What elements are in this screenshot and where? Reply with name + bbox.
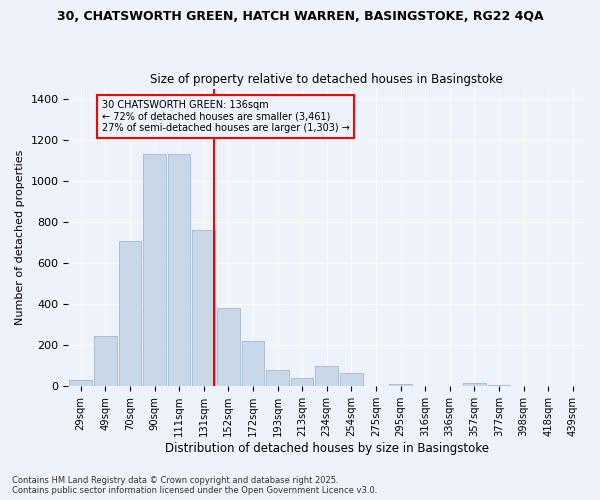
Bar	[266, 370, 289, 386]
Bar	[340, 373, 362, 386]
Bar	[463, 384, 485, 386]
X-axis label: Distribution of detached houses by size in Basingstoke: Distribution of detached houses by size …	[165, 442, 489, 455]
Bar	[217, 308, 239, 386]
Bar	[70, 380, 92, 386]
Bar	[389, 384, 412, 386]
Bar	[193, 230, 215, 386]
Bar	[143, 154, 166, 386]
Bar	[119, 240, 141, 386]
Bar	[291, 378, 313, 386]
Text: Contains HM Land Registry data © Crown copyright and database right 2025.
Contai: Contains HM Land Registry data © Crown c…	[12, 476, 377, 495]
Text: 30, CHATSWORTH GREEN, HATCH WARREN, BASINGSTOKE, RG22 4QA: 30, CHATSWORTH GREEN, HATCH WARREN, BASI…	[56, 10, 544, 23]
Bar	[94, 336, 116, 386]
Text: 30 CHATSWORTH GREEN: 136sqm
← 72% of detached houses are smaller (3,461)
27% of : 30 CHATSWORTH GREEN: 136sqm ← 72% of det…	[101, 100, 349, 133]
Y-axis label: Number of detached properties: Number of detached properties	[15, 150, 25, 325]
Bar	[316, 366, 338, 386]
Bar	[168, 154, 190, 386]
Bar	[242, 341, 264, 386]
Title: Size of property relative to detached houses in Basingstoke: Size of property relative to detached ho…	[151, 73, 503, 86]
